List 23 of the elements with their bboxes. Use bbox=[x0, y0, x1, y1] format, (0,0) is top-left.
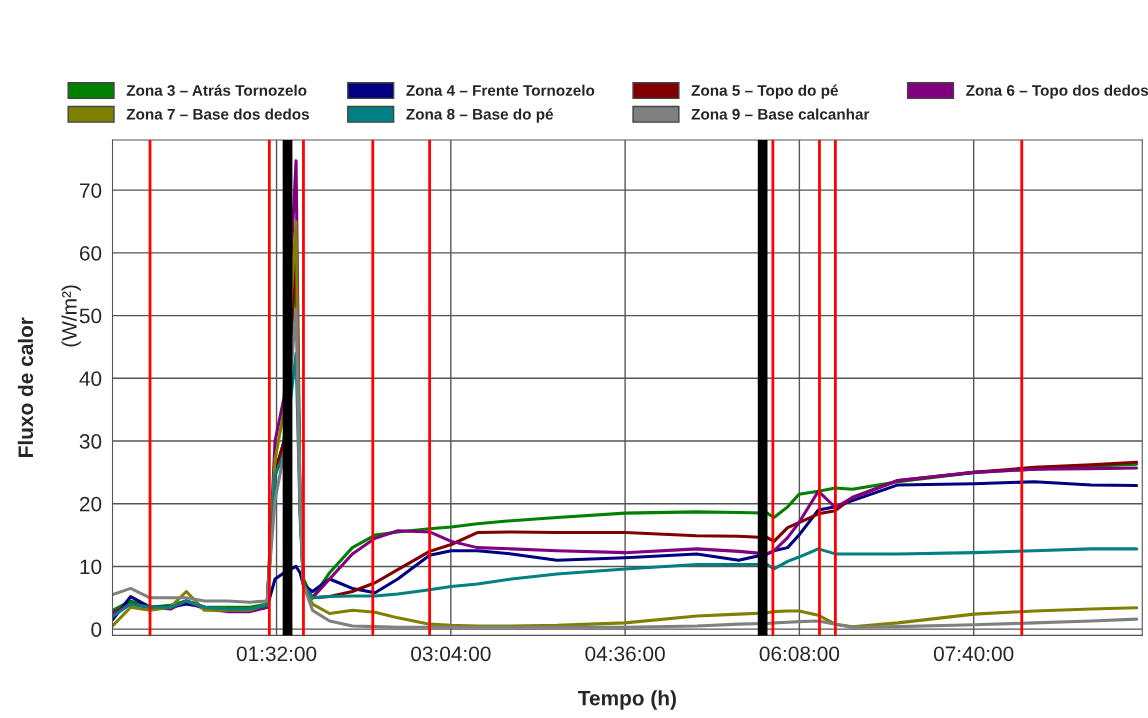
y-tick-label: 30 bbox=[79, 434, 102, 449]
legend-label: Zona 8 – Base do pé bbox=[406, 108, 554, 123]
y-tick-label: 70 bbox=[79, 183, 102, 198]
legend-label: Zona 5 – Topo do pé bbox=[691, 84, 838, 99]
x-tick-label: 06:08:00 bbox=[759, 646, 840, 662]
y-tick-label: 60 bbox=[79, 245, 102, 261]
y-tick-label: 10 bbox=[80, 559, 102, 575]
legend-label: Zona 9 – Base calcanhar bbox=[691, 108, 870, 120]
legend-label: Zona 7 – Base dos dedos bbox=[126, 108, 309, 120]
legend-label: Zona 6 – Topo dos dedos bbox=[966, 84, 1148, 99]
y-tick-label: 20 bbox=[79, 496, 102, 512]
legend-label: Zona 4 – Frente Tornozelo bbox=[406, 84, 595, 96]
x-axis-title: Tempo (h) bbox=[578, 690, 676, 710]
y-tick-label: 40 bbox=[79, 371, 102, 387]
x-tick-label: 04:36:00 bbox=[585, 646, 665, 662]
x-tick-label: 01:32:00 bbox=[236, 646, 317, 662]
y-tick-label: 50 bbox=[79, 308, 102, 324]
y-tick-label: 0 bbox=[91, 622, 102, 637]
x-tick-label: 07:40:00 bbox=[933, 646, 1014, 662]
legend-label: Zona 3 – Atrás Tornozelo bbox=[126, 84, 307, 96]
y-axis-title: Fluxo de calor bbox=[17, 317, 34, 457]
x-tick-label: 03:04:00 bbox=[411, 646, 491, 662]
text: (W/m²) bbox=[61, 285, 81, 347]
